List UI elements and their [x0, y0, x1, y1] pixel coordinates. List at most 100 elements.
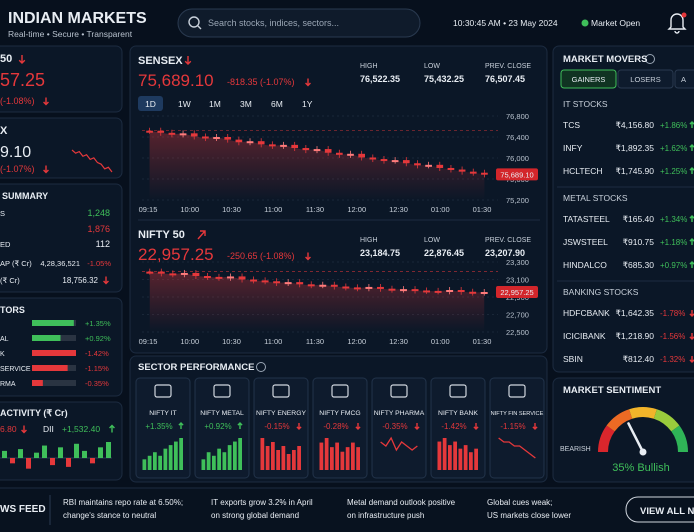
sector-bar [319, 442, 324, 470]
sector-change: -1.15% [500, 422, 525, 431]
sector-bar [163, 448, 168, 470]
candle-body [425, 164, 432, 167]
candle-body [335, 152, 343, 155]
news-text[interactable]: Global cues weak; [487, 498, 552, 507]
sector-bar [179, 438, 183, 470]
time-tab[interactable]: 6M [271, 99, 283, 109]
search-box[interactable] [177, 8, 421, 38]
index-name: NIFTY 50 [138, 229, 185, 241]
index-price: 75,689.10 [138, 71, 214, 90]
sector-bar [453, 441, 457, 470]
candle-body [307, 284, 315, 287]
stock-price: ₹685.30 [623, 260, 655, 270]
search-placeholder[interactable]: Search stocks, indices, sectors... [208, 18, 339, 28]
news-text[interactable]: on infrastructure push [347, 511, 424, 520]
candle-body [313, 149, 321, 152]
time-tab[interactable]: 1D [145, 99, 156, 109]
stat-label: LOW [424, 237, 440, 244]
news-text[interactable]: change's stance to neutral [63, 511, 156, 520]
bar-track [32, 380, 76, 386]
sector-icon [213, 384, 231, 398]
sector-tile[interactable] [371, 377, 427, 479]
bar [32, 350, 76, 356]
arrow-icon [103, 276, 109, 285]
index-name: X [0, 125, 8, 137]
candle-body [402, 160, 410, 164]
arrow-icon [689, 356, 694, 363]
stat-label: HIGH [360, 237, 378, 244]
candle-body [192, 272, 200, 276]
index-change: -818.35 (-1.07%) [227, 77, 295, 87]
stock-price: ₹165.40 [623, 214, 655, 224]
sector-name: NIFTY ENERGY [256, 410, 307, 417]
view-all-label[interactable]: VIEW ALL NE [640, 506, 694, 517]
mover-tab-label[interactable]: GAINERS [572, 75, 606, 84]
time-tab[interactable]: 3M [240, 99, 252, 109]
sector-icon [154, 384, 172, 398]
sector-bar [458, 448, 463, 470]
news-text[interactable]: on strong global demand [211, 511, 299, 520]
stock-name: HDFCBANK [563, 308, 610, 318]
view-all-button[interactable] [625, 496, 694, 523]
mover-tab-label[interactable]: LOSERS [630, 75, 660, 84]
sector-bar [238, 438, 242, 470]
arrow-icon [43, 165, 49, 174]
time-tab[interactable]: 1Y [302, 99, 313, 109]
news-text[interactable]: RBI maintains repo rate at 6.50%; [63, 498, 183, 507]
activity-bar [34, 452, 39, 458]
y-tick-label: 22,700 [506, 311, 529, 320]
stock-price: ₹812.40 [623, 354, 655, 364]
panel [0, 183, 123, 293]
news-text[interactable]: IT exports grow 3.2% in April [211, 498, 313, 507]
gauge-segment [653, 409, 680, 432]
arrow-icon [689, 333, 694, 340]
arrow-icon [689, 121, 694, 128]
mover-tab-label[interactable]: A [681, 75, 686, 84]
x-tick-label: 12:30 [389, 337, 408, 346]
sector-label: K [0, 351, 5, 358]
candle-body [180, 272, 188, 275]
stock-change: -1.56% [660, 332, 685, 341]
bell-icon[interactable] [667, 13, 687, 34]
stock-change: +1.18% [660, 238, 687, 247]
section-title: MARKET SENTIMENT [563, 385, 661, 396]
arrow-icon [689, 144, 694, 151]
activity-bar [98, 447, 103, 458]
mover-tab[interactable] [674, 69, 694, 89]
sector-tile[interactable] [489, 377, 545, 479]
sector-name: NIFTY METAL [200, 410, 244, 417]
y-tick-label: 23,300 [506, 258, 529, 267]
stock-name: INFY [563, 143, 583, 153]
x-tick-label: 12:00 [347, 337, 366, 346]
panel [0, 45, 123, 113]
mover-tab[interactable] [617, 69, 674, 89]
stock-change: -1.78% [660, 309, 685, 318]
time-tab[interactable]: 1M [209, 99, 221, 109]
news-text[interactable]: Metal demand outlook positive [347, 498, 456, 507]
x-tick-label: 10:00 [180, 337, 199, 346]
candle-body [330, 284, 338, 287]
x-tick-label: 01:30 [473, 205, 492, 214]
candle-body [376, 286, 384, 289]
y-tick-label: 75,200 [506, 196, 529, 205]
x-tick-label: 10:30 [222, 205, 241, 214]
summary-label: S [0, 209, 5, 218]
sector-label: RMA [0, 381, 16, 388]
stat-label: PREV. CLOSE [485, 63, 531, 70]
arrow-icon [532, 423, 538, 430]
tab-active[interactable] [138, 96, 163, 111]
sector-change: +0.92% [85, 334, 111, 343]
candle-body [388, 288, 396, 291]
time-tab[interactable]: 1W [178, 99, 191, 109]
candle-body [353, 287, 361, 290]
candle-body [319, 284, 327, 287]
candle-body [358, 153, 365, 158]
stock-change: +1.86% [660, 121, 687, 130]
news-text[interactable]: US markets close lower [487, 511, 571, 520]
section-title: SUMMARY [2, 191, 48, 201]
stock-price: ₹4,156.80 [616, 120, 655, 130]
mover-tab[interactable] [560, 69, 617, 89]
summary-value: 1,248 [87, 208, 110, 218]
candle-body [291, 144, 299, 149]
